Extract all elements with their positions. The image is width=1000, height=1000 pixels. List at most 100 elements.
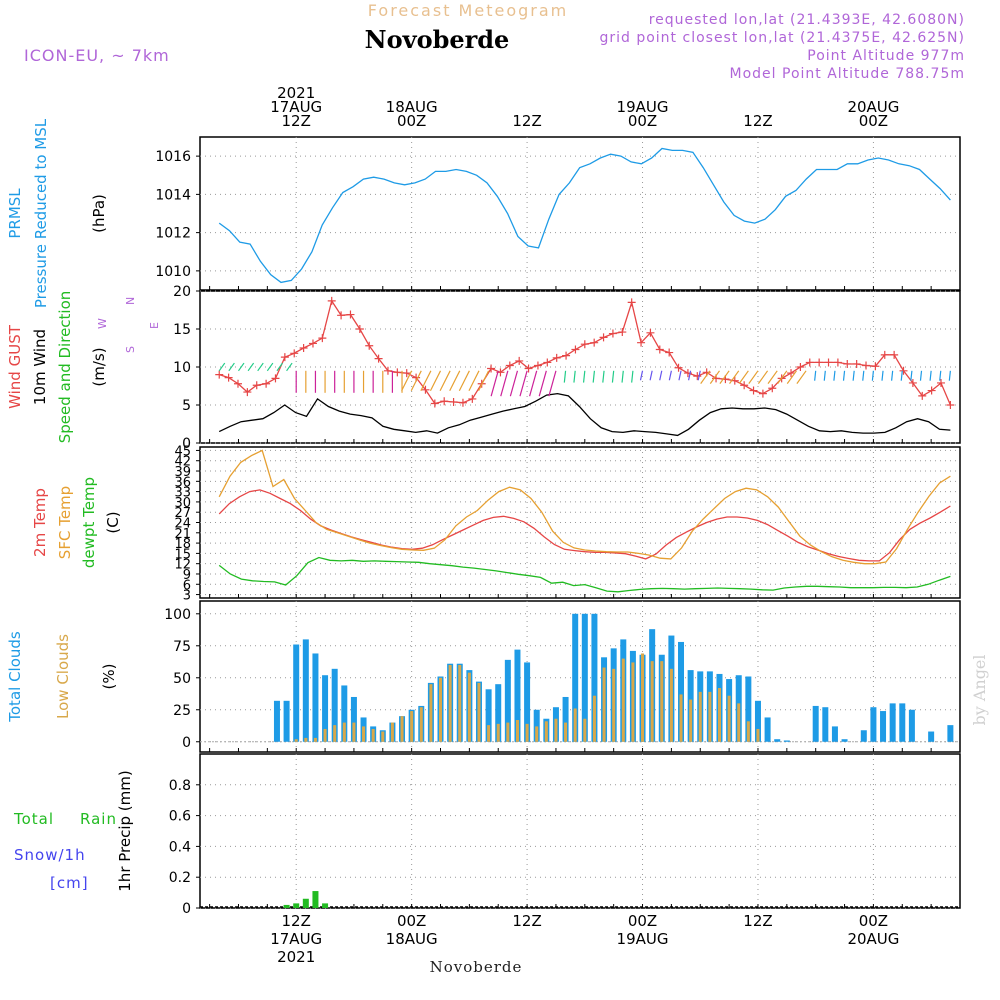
gust-point xyxy=(487,364,496,373)
total-cloud-bar xyxy=(783,740,790,742)
gust-point xyxy=(740,381,749,390)
gust-point xyxy=(693,372,702,381)
y-tick-label: 0.4 xyxy=(169,839,191,855)
sfc-temp-line xyxy=(218,449,951,565)
wind-direction-arrow xyxy=(796,370,807,385)
low-cloud-bar xyxy=(737,703,741,742)
gust-point xyxy=(908,378,917,387)
total-cloud-bar xyxy=(745,676,752,742)
y-tick-label: 21 xyxy=(174,527,191,542)
y-tick-label: 0.8 xyxy=(169,778,191,794)
gust-point xyxy=(374,354,383,363)
low-cloud-bar xyxy=(708,691,712,742)
gust-point xyxy=(655,345,664,354)
total-cloud-bar xyxy=(293,644,300,742)
low-cloud-bar xyxy=(342,722,346,742)
panel-frame xyxy=(199,136,961,291)
header: Forecast Meteogram Novoberde ICON-EU, ~ … xyxy=(24,1,964,82)
top-time-label: 00Z xyxy=(397,112,426,130)
wind-speed-line xyxy=(218,392,951,437)
total-cloud-bar xyxy=(322,675,329,742)
gust-point xyxy=(458,398,467,407)
total-cloud-bar xyxy=(908,709,915,742)
compass-rose: N S W E xyxy=(96,297,161,353)
gust-point xyxy=(946,401,955,409)
side-labels: PRMSL Pressure Reduced to MSL (hPa) Wind GU… xyxy=(6,118,161,892)
gust-point xyxy=(243,388,252,397)
rain-bar xyxy=(312,891,319,908)
gust-point xyxy=(674,363,683,372)
gust-point xyxy=(430,399,439,408)
wind-direction-arrow xyxy=(631,370,634,383)
total-cloud-bar xyxy=(514,649,521,742)
location-title: Novoberde xyxy=(365,25,510,54)
snow-unit-label: [cm] xyxy=(50,874,89,892)
gust-point xyxy=(421,385,430,394)
panel-clouds: 0 25 50 75 100 xyxy=(164,600,961,753)
total-cloud-bar xyxy=(283,700,290,742)
low-cloud-bar xyxy=(564,722,568,742)
low-cloud-bar xyxy=(756,728,760,742)
low-clouds-label: Low Clouds xyxy=(54,634,72,719)
gust-point xyxy=(562,351,571,360)
gust-point xyxy=(918,391,927,400)
gust-point xyxy=(308,339,317,348)
total-cloud-bar xyxy=(831,726,838,742)
compass-s-label: S xyxy=(124,346,137,353)
gust-point xyxy=(290,349,299,358)
total-cloud-bar xyxy=(581,613,588,742)
low-cloud-bar xyxy=(660,661,664,742)
gust-point xyxy=(449,397,458,406)
bottom-time-label: 00Z xyxy=(628,912,657,930)
wind-direction-arrow xyxy=(490,370,499,397)
low-cloud-bar xyxy=(641,653,645,742)
gust-point xyxy=(233,379,242,388)
gust-point xyxy=(749,386,758,395)
wind-direction-arrow xyxy=(420,370,432,391)
wind-direction-arrow xyxy=(842,370,846,381)
wind-direction-arrow xyxy=(237,362,245,372)
top-time-label: 2021 xyxy=(277,84,315,102)
gust-point xyxy=(871,362,880,371)
wind-direction-arrow xyxy=(247,362,255,372)
wind-direction-arrow xyxy=(286,362,293,372)
low-cloud-bar xyxy=(419,707,423,742)
low-cloud-bar xyxy=(631,662,635,742)
gust-point xyxy=(768,384,777,393)
top-time-label: 19AUG xyxy=(617,98,669,116)
gust-point xyxy=(580,340,589,349)
y-tick-label: 45 xyxy=(174,444,191,459)
gust-label: Wind GUST xyxy=(6,324,24,409)
gust-point xyxy=(815,358,824,367)
wind-direction-arrow xyxy=(757,370,769,385)
low-cloud-bar xyxy=(679,694,683,742)
total-cloud-bar xyxy=(572,613,579,742)
total-cloud-bar xyxy=(504,659,511,742)
wind-direction-arrow xyxy=(257,362,264,372)
wind-direction-arrow xyxy=(410,370,422,391)
gust-point xyxy=(937,378,946,387)
low-cloud-bar xyxy=(621,658,625,742)
wind-direction-arrow xyxy=(678,370,682,381)
low-cloud-bar xyxy=(717,688,721,742)
y-tick-label: 0.6 xyxy=(169,809,191,825)
total-cloud-bar xyxy=(495,684,502,742)
wind-direction-arrow xyxy=(266,362,274,372)
sfc-temp-label: SFC Temp xyxy=(56,486,74,559)
wind-direction-arrow xyxy=(621,370,624,383)
bottom-time-label: 18AUG xyxy=(386,930,438,948)
wind-direction-arrow xyxy=(891,370,894,381)
total-cloud-bar xyxy=(312,653,319,742)
bottom-time-label: 20AUG xyxy=(847,930,899,948)
bottom-time-label: 00Z xyxy=(859,912,888,930)
low-cloud-bar xyxy=(304,737,308,742)
total-cloud-bar xyxy=(678,641,685,742)
wind-direction-arrow xyxy=(910,370,913,381)
wind-direction-arrow xyxy=(767,370,778,385)
rain-bar xyxy=(302,898,309,908)
wind-label: 10m Wind xyxy=(31,329,49,405)
wind-direction-arrow xyxy=(509,370,519,397)
gust-point xyxy=(787,369,796,378)
low-cloud-bar xyxy=(458,664,462,742)
